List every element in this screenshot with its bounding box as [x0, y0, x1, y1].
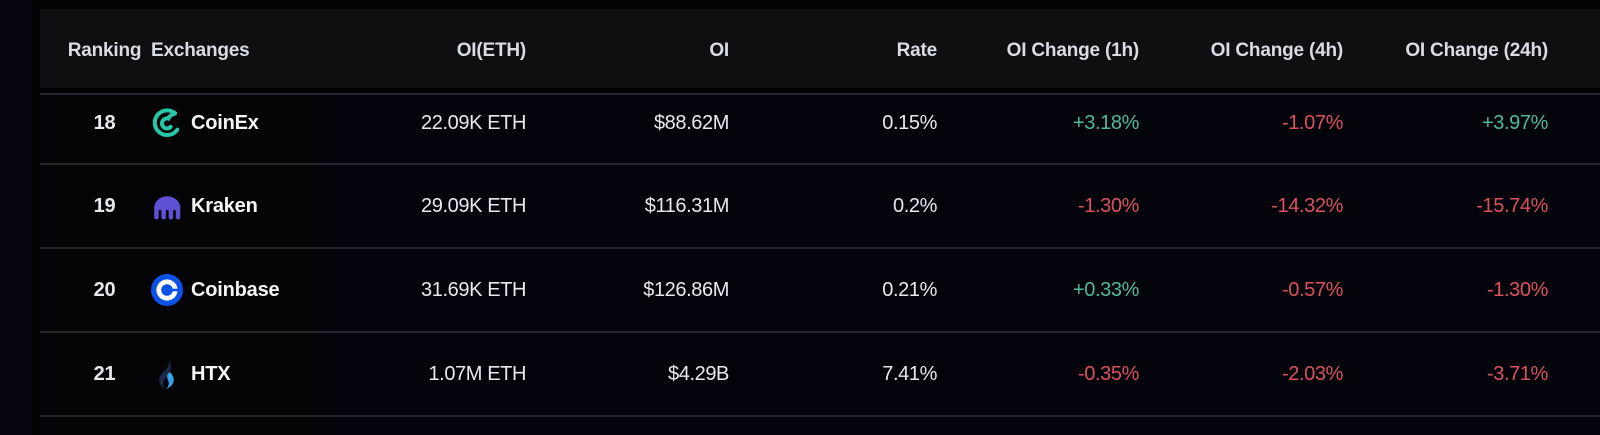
- rate-value: 7.41%: [882, 362, 937, 385]
- rate-value: 0.2%: [893, 194, 937, 217]
- change-cell: -2.03%: [1139, 363, 1343, 386]
- column-header-ranking[interactable]: Ranking: [67, 39, 142, 61]
- change-cell: -0.35%: [937, 363, 1139, 386]
- change-cell: -1.07%: [1139, 112, 1343, 135]
- change-cell: +3.18%: [937, 112, 1139, 135]
- exchange: HTX: [151, 358, 320, 390]
- rate-value: 0.15%: [882, 111, 937, 134]
- change-cell: -0.57%: [1139, 279, 1343, 302]
- change-value: -1.30%: [1078, 194, 1139, 217]
- exchange-cell: HTX: [151, 358, 320, 390]
- column-header-oi-change-4h[interactable]: OI Change (4h): [1210, 39, 1344, 61]
- change-value: -1.07%: [1282, 111, 1343, 134]
- oi-eth-value: 22.09K ETH: [421, 111, 526, 134]
- change-cell: -1.30%: [937, 195, 1139, 218]
- rank-value: 18: [93, 111, 116, 134]
- exchange-cell: Kraken: [151, 190, 320, 222]
- column-header-rate[interactable]: Rate: [896, 39, 938, 61]
- htx-logo-icon: [159, 359, 174, 389]
- exchange-cell: CoinEx: [151, 107, 320, 139]
- open-interest-table: Ranking Exchanges OI(ETH) OI Rate OI Cha…: [40, 0, 1600, 435]
- exchange: Coinbase: [151, 274, 320, 306]
- column-header-oi[interactable]: OI: [709, 39, 729, 61]
- oi-value: $4.29B: [668, 362, 729, 385]
- change-cell: -14.32%: [1139, 195, 1343, 218]
- change-cell: +3.97%: [1343, 112, 1600, 135]
- oi-eth-value: 1.07M ETH: [428, 362, 526, 385]
- rank-value: 21: [93, 362, 116, 385]
- oi-eth-value: 29.09K ETH: [421, 194, 526, 217]
- table-row-coinbase[interactable]: 20 Coinbase 31.69K ETH: [40, 249, 1600, 333]
- column-header-oi-change-1h[interactable]: OI Change (1h): [1006, 39, 1140, 61]
- column-header-exchanges[interactable]: Exchanges: [151, 39, 250, 61]
- change-value: -14.32%: [1271, 194, 1343, 217]
- table-body: 18 CoinEx 22.09K ETH $88.62M 0.15%: [40, 95, 1600, 435]
- oi-value: $126.86M: [643, 278, 729, 301]
- change-value: -0.35%: [1078, 362, 1139, 385]
- column-header-oi-eth[interactable]: OI(ETH): [456, 39, 527, 61]
- header-gap: [40, 88, 1600, 93]
- rank-value: 20: [93, 278, 116, 301]
- exchange: CoinEx: [151, 107, 320, 139]
- exchange-name[interactable]: Kraken: [191, 194, 258, 217]
- table-row-coinex[interactable]: 18 CoinEx 22.09K ETH $88.62M 0.15%: [40, 95, 1600, 165]
- coinex-logo-icon: [152, 108, 180, 138]
- change-cell: -1.30%: [1343, 279, 1600, 302]
- exchange-name[interactable]: HTX: [191, 362, 231, 385]
- exchange-name[interactable]: Coinbase: [191, 278, 280, 301]
- rate-value: 0.21%: [882, 278, 937, 301]
- exchange-cell: Coinbase: [151, 274, 320, 306]
- table-header-row: Ranking Exchanges OI(ETH) OI Rate OI Cha…: [40, 9, 1600, 88]
- table-panel: Ranking Exchanges OI(ETH) OI Rate OI Cha…: [31, 0, 1600, 435]
- kraken-logo-icon: [154, 196, 181, 220]
- table-row-htx[interactable]: 21 HTX 1.07M ETH $4.29B 7.41% -0.3: [40, 333, 1600, 417]
- coinbase-logo-icon: [151, 274, 183, 306]
- change-cell: -15.74%: [1343, 195, 1600, 218]
- oi-eth-value: 31.69K ETH: [421, 278, 526, 301]
- change-value: +3.18%: [1073, 111, 1139, 134]
- change-value: -0.57%: [1282, 278, 1343, 301]
- exchange-name[interactable]: CoinEx: [191, 111, 259, 134]
- change-value: -3.71%: [1487, 362, 1548, 385]
- exchange: Kraken: [151, 190, 320, 222]
- column-header-oi-change-24h[interactable]: OI Change (24h): [1405, 39, 1548, 61]
- oi-value: $88.62M: [653, 111, 729, 134]
- header-divider: [40, 93, 1600, 95]
- oi-value: $116.31M: [644, 194, 730, 217]
- change-value: -15.74%: [1476, 194, 1548, 217]
- change-value: +3.97%: [1482, 111, 1548, 134]
- rank-value: 19: [93, 194, 116, 217]
- change-value: -2.03%: [1282, 362, 1343, 385]
- page-left-gutter: [0, 0, 31, 435]
- change-cell: +0.33%: [937, 279, 1139, 302]
- change-value: -1.30%: [1487, 278, 1548, 301]
- table-row-kraken[interactable]: 19 Kraken 29.09K ETH $116.31M 0.2% -1.30…: [40, 165, 1600, 249]
- change-value: +0.33%: [1073, 278, 1139, 301]
- change-cell: -3.71%: [1343, 363, 1600, 386]
